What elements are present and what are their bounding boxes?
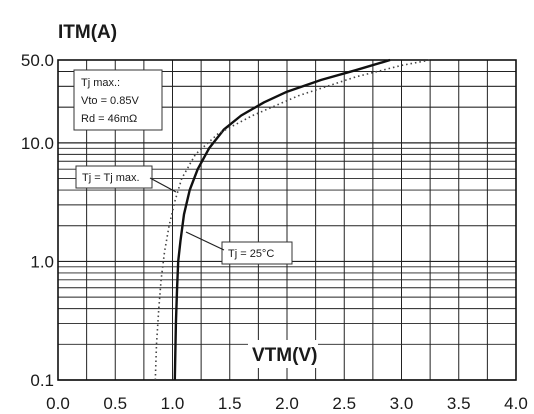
x-tick-label: 0.5 <box>103 394 127 413</box>
plot-frame <box>57 59 517 381</box>
x-axis-label: VTM(V) <box>252 345 317 366</box>
chart-ticks: 0.0 0.5 1.0 1.5 2.0 2.5 3.0 3.5 4.0 0.1 1.0 10.0 50.… <box>21 51 528 413</box>
y-axis-label: ITM(A) <box>58 22 117 43</box>
y-tick-label: 0.1 <box>30 371 54 390</box>
params-box-line-1: Tj max.: <box>81 77 120 89</box>
params-box-line-2: Vto = 0.85V <box>81 95 139 107</box>
params-box <box>73 69 163 131</box>
x-tick-label: 1.5 <box>218 394 242 413</box>
x-tick-label: 1.0 <box>161 394 185 413</box>
chart-grid <box>57 59 517 381</box>
x-tick-label: 3.5 <box>447 394 471 413</box>
label-tj25-leader <box>185 231 225 251</box>
label-tj25: Tj = 25°C <box>228 248 274 260</box>
y-tick-label: 50.0 <box>21 51 54 70</box>
series-line-tj-25c <box>173 58 391 381</box>
y-tick-label: 1.0 <box>30 252 54 271</box>
label-tjmax: Tj = Tj max. <box>82 172 140 184</box>
params-box-line-3: Rd = 46mΩ <box>81 113 137 125</box>
series-line-tj-max <box>154 59 431 381</box>
x-tick-label: 4.0 <box>504 394 528 413</box>
x-axis-label-box <box>248 340 318 368</box>
label-box-tjmax <box>75 165 153 189</box>
x-tick-label: 0.0 <box>46 394 70 413</box>
label-box-tj25 <box>221 241 293 265</box>
y-tick-label: 10.0 <box>21 134 54 153</box>
x-tick-label: 2.5 <box>332 394 356 413</box>
label-tjmax-leader <box>149 177 177 193</box>
chart-series <box>154 58 431 381</box>
x-tick-label: 2.0 <box>275 394 299 413</box>
x-tick-label: 3.0 <box>390 394 414 413</box>
